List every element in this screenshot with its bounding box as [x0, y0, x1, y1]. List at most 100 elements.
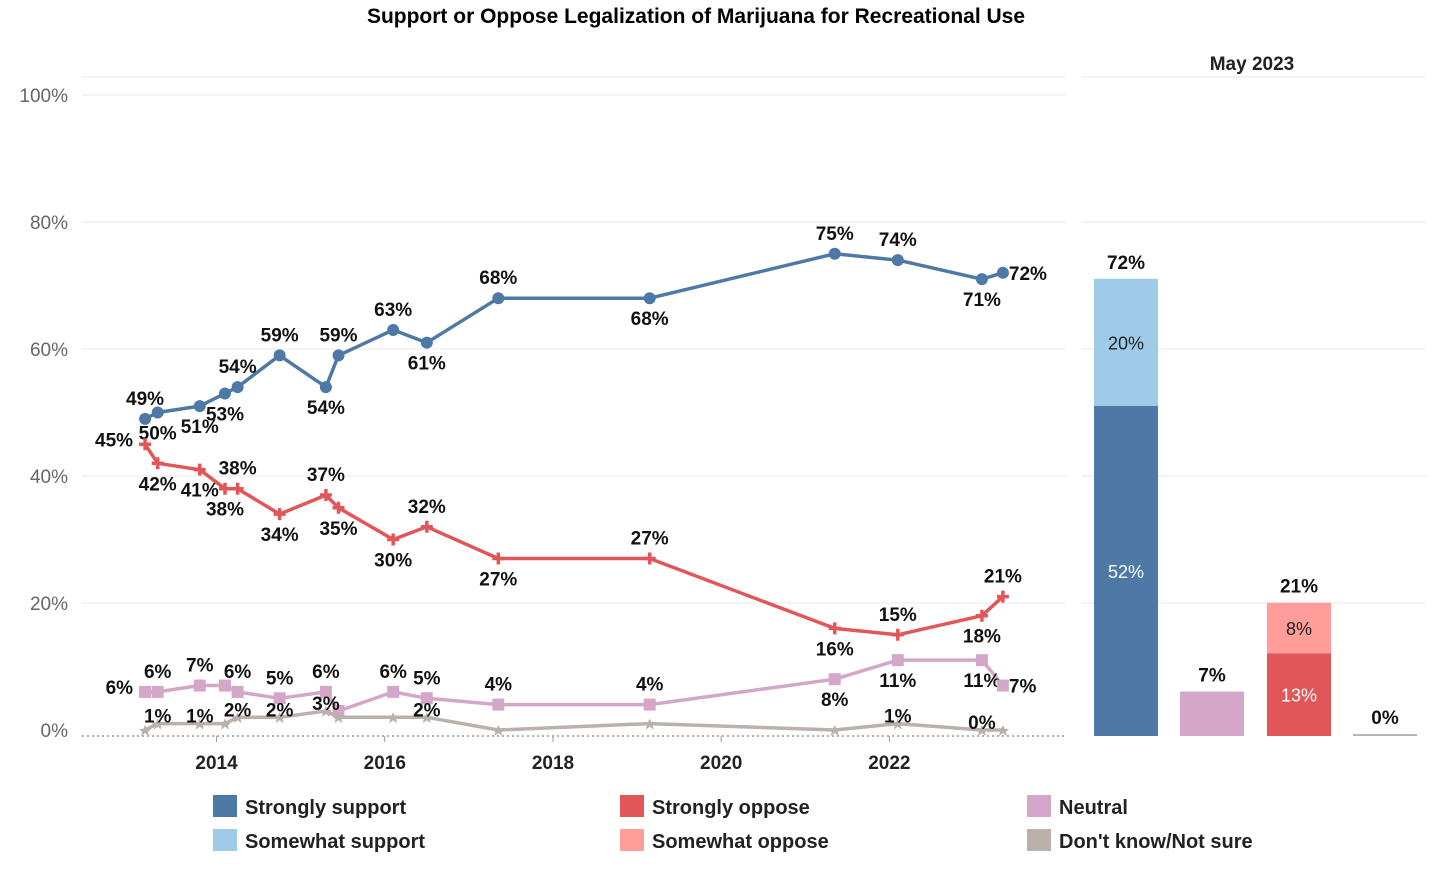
data-label: 49%: [126, 389, 164, 410]
data-label: 54%: [307, 398, 345, 419]
data-point: [492, 552, 505, 565]
data-label: 34%: [261, 525, 299, 546]
data-label: 61%: [408, 354, 446, 375]
data-point: [975, 654, 988, 667]
chart-title: Support or Oppose Legalization of Mariju…: [367, 5, 1025, 28]
data-point: [319, 489, 332, 502]
data-point: [319, 705, 332, 717]
data-point: [492, 698, 505, 711]
legend-item: Somewhat oppose: [620, 829, 829, 853]
data-point: [193, 463, 206, 476]
series-total-support: 49%50% 51%53%54%59%54%59%63%61%68%68%75% 7…: [126, 224, 1047, 445]
bar-don-t-know: 0%: [1353, 708, 1417, 736]
data-point: [193, 718, 206, 730]
series-line: [145, 658, 1005, 713]
data-label: 32%: [408, 497, 446, 518]
data-point: [151, 406, 164, 419]
legend-label: Somewhat oppose: [652, 831, 829, 853]
series-line: [143, 443, 1005, 637]
bar-segment: [1267, 602, 1331, 654]
data-label: 50%: [139, 424, 177, 445]
y-tick-label: 100%: [19, 86, 68, 107]
legend-swatch: [1027, 795, 1051, 817]
data-point: [891, 718, 904, 730]
legend-label: Strongly support: [245, 797, 406, 819]
data-label: 72%: [1009, 264, 1047, 285]
data-point: [996, 679, 1009, 692]
data-point: [828, 622, 841, 635]
data-point: [218, 718, 231, 730]
bar-segment: [1353, 734, 1417, 736]
data-label: 7%: [186, 656, 214, 677]
bar-segment-label: 8%: [1286, 619, 1312, 639]
data-point: [891, 628, 904, 641]
data-label: 4%: [485, 675, 513, 696]
data-label: 11%: [879, 671, 916, 692]
data-point: [643, 552, 656, 565]
data-label: 37%: [307, 465, 345, 486]
data-label: 6%: [106, 678, 134, 699]
bar-panel-title: May 2023: [1210, 54, 1295, 75]
y-tick-label: 40%: [30, 467, 68, 488]
legend-item: Somewhat support: [213, 829, 425, 853]
x-tick-label: 2016: [364, 753, 406, 774]
data-label: 41%: [181, 481, 219, 502]
data-point: [996, 266, 1009, 279]
data-point: [231, 482, 244, 495]
bar-segment-label: 20%: [1108, 333, 1144, 353]
data-point: [387, 533, 400, 546]
legend-swatch: [213, 829, 237, 851]
bar-segment: [1180, 691, 1244, 736]
data-label: 27%: [479, 570, 517, 591]
data-point: [975, 725, 988, 736]
data-point: [231, 712, 244, 724]
data-point: [151, 718, 164, 730]
x-tick-label: 2014: [195, 753, 238, 774]
data-label: 18%: [963, 627, 1001, 648]
data-label: 1%: [186, 707, 214, 728]
data-point: [420, 712, 433, 724]
data-point: [387, 323, 400, 336]
data-point: [420, 336, 433, 349]
data-label: 27%: [631, 529, 669, 550]
data-point: [492, 725, 505, 736]
data-point: [332, 712, 345, 724]
data-point: [139, 725, 152, 736]
series-neutral: 6% 6% 7% 6% 5% 6% 6% 5% 4% 4% 8% 11% 11% 7%: [106, 654, 1036, 717]
data-label: 6%: [144, 662, 172, 683]
data-point: [319, 381, 332, 394]
data-point: [643, 698, 656, 711]
data-label: 30%: [374, 551, 412, 572]
data-label: 3%: [312, 694, 340, 715]
data-label: 11%: [963, 671, 1000, 692]
data-point: [643, 292, 656, 305]
data-label: 68%: [479, 268, 517, 289]
data-label: 4%: [636, 675, 664, 696]
data-point: [387, 712, 400, 724]
bar-segment: [1094, 405, 1158, 736]
data-label: 71%: [963, 290, 1001, 311]
data-point: [151, 685, 164, 698]
x-tick-label: 2018: [532, 753, 574, 774]
data-point: [151, 457, 164, 470]
series-don-t-know-not-sure: 1% 1% 2% 2% 3% 2% 1% 0%: [139, 694, 1009, 736]
legend: Strongly support Somewhat support Strongly…: [213, 795, 1253, 853]
y-tick-label: 80%: [30, 213, 68, 234]
data-point: [387, 685, 400, 698]
y-tick-label: 20%: [30, 594, 68, 615]
data-label: 68%: [631, 309, 669, 330]
bar-segment: [1094, 278, 1158, 406]
data-point: [139, 685, 152, 698]
legend-label: Somewhat support: [245, 831, 425, 853]
data-label: 38%: [206, 500, 244, 521]
data-label: 38%: [219, 459, 257, 480]
data-point: [332, 501, 345, 514]
data-label: 6%: [312, 662, 340, 683]
y-tick-label: 60%: [30, 340, 68, 361]
legend-swatch: [1027, 829, 1051, 851]
data-point: [420, 520, 433, 533]
legend-item: Strongly support: [213, 795, 406, 819]
bar-chart-panel: May 2023 52% 20% 72% 7% 13% 8% 21% 0%: [1082, 54, 1426, 736]
